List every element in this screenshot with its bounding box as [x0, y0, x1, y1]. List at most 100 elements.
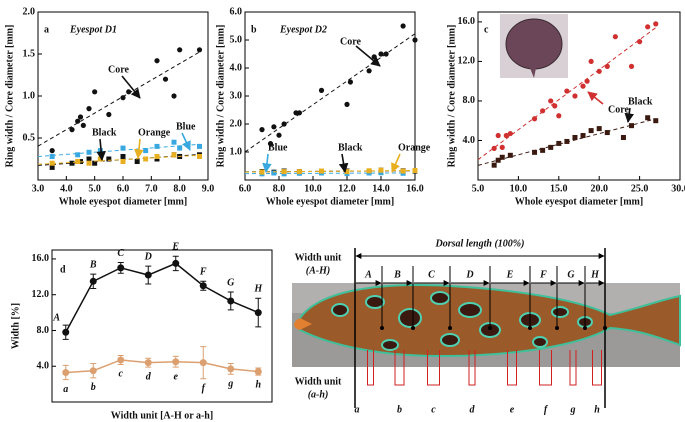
- stingray-inset: [500, 14, 568, 78]
- unit-dot: [448, 326, 452, 330]
- point: [556, 113, 562, 119]
- annotation-arrow: [587, 91, 604, 105]
- point: [499, 154, 505, 160]
- point-label: b: [91, 382, 96, 393]
- unit-dot: [488, 326, 492, 330]
- annotation-arrow: [96, 138, 106, 161]
- lower-bracket: [539, 350, 552, 386]
- annotation: Orange: [138, 127, 171, 138]
- y-axis-title: Ring width / Core diameter [mm]: [4, 25, 15, 168]
- point: [49, 160, 55, 166]
- point: [366, 168, 372, 174]
- point: [296, 110, 302, 116]
- point: [126, 89, 132, 95]
- point: [491, 145, 497, 151]
- point: [271, 124, 277, 130]
- point: [580, 83, 586, 89]
- point: [267, 141, 274, 147]
- annotation: Core: [608, 104, 629, 115]
- point: [154, 58, 160, 64]
- point-label: F: [199, 267, 207, 278]
- point: [106, 111, 112, 118]
- unit-letter: h: [594, 404, 600, 415]
- point: [378, 170, 384, 176]
- point: [69, 127, 75, 133]
- point: [227, 297, 235, 305]
- point: [531, 116, 538, 122]
- point: [400, 23, 406, 29]
- point: [556, 140, 562, 146]
- point-label: G: [227, 277, 235, 288]
- annotation: Black: [92, 127, 117, 138]
- annotation-arrow: [624, 107, 634, 123]
- point: [120, 159, 126, 165]
- point: [86, 156, 92, 162]
- point: [548, 144, 554, 150]
- point: [49, 153, 55, 159]
- y-axis-title: Width [%]: [10, 303, 21, 349]
- point: [259, 127, 265, 133]
- point-label: A: [52, 313, 60, 324]
- point-label: e: [174, 371, 179, 382]
- point: [503, 132, 509, 139]
- point: [227, 365, 235, 373]
- y-tick-label: 4.0: [230, 62, 243, 73]
- point: [117, 264, 125, 272]
- point: [89, 277, 97, 285]
- y-tick-label: 1.0: [230, 146, 243, 157]
- point: [572, 135, 578, 141]
- y-tick-label: 1.5: [23, 48, 36, 59]
- point: [507, 152, 513, 158]
- x-tick-label: 7.0: [145, 183, 158, 194]
- x-tick-label: 20.0: [590, 183, 608, 194]
- point: [645, 24, 651, 30]
- point: [75, 159, 81, 165]
- point: [604, 63, 610, 69]
- series-line: [65, 262, 259, 333]
- x-tick-label: 6.0: [239, 183, 252, 194]
- point: [197, 153, 202, 159]
- annotation: Core: [340, 36, 361, 47]
- x-tick-label: 5.0: [472, 183, 485, 194]
- panel-letter: a: [44, 24, 49, 35]
- point: [629, 123, 635, 129]
- y-tick-label: 4.0: [463, 135, 476, 146]
- annotation-arrow: [121, 75, 141, 99]
- plot-frame: [477, 11, 681, 181]
- y-axis-title: Ring width / Core diameter [mm]: [446, 25, 457, 168]
- y-tick-label: 8.0: [463, 95, 476, 106]
- x-tick-label: 15.0: [550, 183, 568, 194]
- annotation: Core: [108, 64, 129, 75]
- lower-bracket: [507, 350, 517, 386]
- x-tick-label: 16.0: [406, 183, 424, 194]
- y-tick-label: 2.0: [230, 118, 243, 129]
- panel-letter: d: [60, 264, 66, 275]
- point: [383, 51, 389, 57]
- x-tick-label: 25.0: [631, 183, 649, 194]
- point: [276, 132, 282, 138]
- point: [604, 130, 610, 136]
- lower-bracket: [569, 350, 577, 386]
- lower-bracket: [468, 350, 476, 386]
- point: [144, 359, 152, 367]
- point: [637, 39, 643, 45]
- point: [612, 34, 618, 40]
- point: [49, 164, 55, 170]
- x-tick-label: 8.0: [273, 183, 286, 194]
- x-tick-label: 30.0: [671, 183, 685, 194]
- unit-letter: c: [431, 404, 436, 415]
- point-label: D: [144, 251, 152, 262]
- point: [177, 145, 183, 151]
- lower-bracket: [427, 350, 440, 386]
- point: [92, 160, 98, 166]
- y-tick-label: 12.0: [458, 56, 476, 67]
- point: [318, 87, 325, 93]
- point-label: h: [255, 379, 261, 390]
- y-tick-label: 1.0: [23, 90, 36, 101]
- unit-letter: g: [570, 404, 576, 415]
- point: [596, 126, 602, 132]
- point: [596, 68, 602, 74]
- panel-letter: c: [484, 24, 489, 35]
- x-axis-title: Whole eyespot diameter [mm]: [515, 196, 643, 207]
- point: [162, 76, 169, 82]
